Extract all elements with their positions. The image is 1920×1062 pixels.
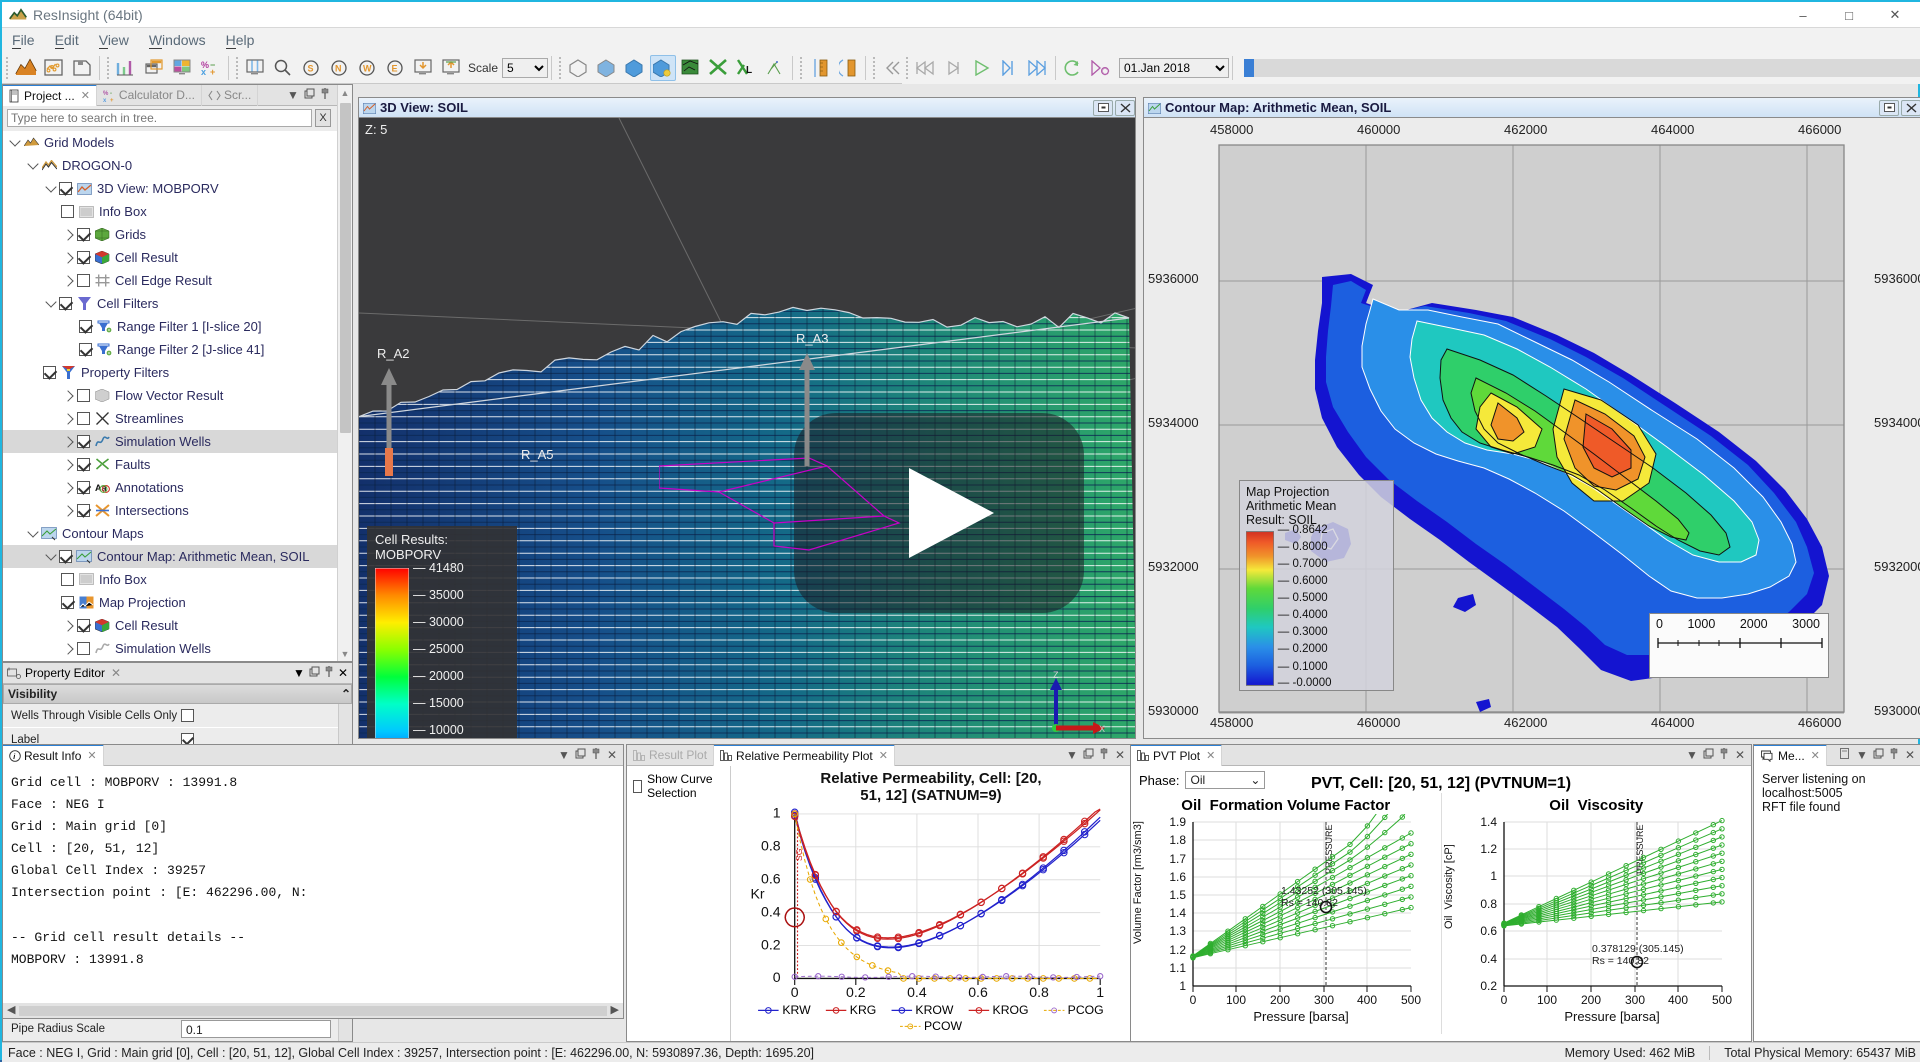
svg-text:1.4: 1.4 <box>1480 815 1497 829</box>
svg-text:0.8: 0.8 <box>1029 984 1049 1000</box>
svg-text:x: x <box>103 98 107 102</box>
svg-text:-: - <box>110 91 112 97</box>
svg-text:1.43252 (305.145): 1.43252 (305.145) <box>1281 885 1367 897</box>
svg-text:1.4: 1.4 <box>1169 906 1186 920</box>
svg-text:Rs = 140.82: Rs = 140.82 <box>1281 897 1338 909</box>
svg-text:1.3: 1.3 <box>1169 924 1186 938</box>
svg-text:0.6: 0.6 <box>761 871 781 887</box>
svg-text:400: 400 <box>1667 993 1687 1007</box>
svg-text:1.2: 1.2 <box>1480 842 1497 856</box>
svg-text:W: W <box>363 63 372 73</box>
svg-text:500: 500 <box>1711 993 1731 1007</box>
svg-text:1.7: 1.7 <box>1169 852 1186 866</box>
svg-text:i: i <box>13 754 16 761</box>
svg-text:0.6: 0.6 <box>968 984 988 1000</box>
svg-text:1.5: 1.5 <box>1169 888 1186 902</box>
svg-text:0.2: 0.2 <box>1480 979 1497 993</box>
svg-text:S: S <box>308 63 314 73</box>
svg-text:X: X <box>1099 724 1105 734</box>
svg-text:500: 500 <box>1401 993 1421 1007</box>
svg-text:1.2: 1.2 <box>1169 943 1186 957</box>
svg-text:Rs = 140.82: Rs = 140.82 <box>1592 955 1649 967</box>
svg-text:SG: SG <box>794 849 804 861</box>
svg-text:1: 1 <box>1179 979 1186 993</box>
svg-text:1: 1 <box>773 805 781 821</box>
svg-text:1.1: 1.1 <box>1169 961 1186 975</box>
svg-text:+: + <box>110 98 114 102</box>
svg-text:1.8: 1.8 <box>1169 833 1186 847</box>
svg-text:1.9: 1.9 <box>1169 815 1186 829</box>
svg-text:0.4: 0.4 <box>1480 952 1497 966</box>
svg-text:Pressure [barsa]: Pressure [barsa] <box>1564 1009 1659 1024</box>
svg-text:+: + <box>210 67 215 77</box>
svg-text:400: 400 <box>1357 993 1377 1007</box>
svg-text:0.8: 0.8 <box>761 838 781 854</box>
svg-text:0: 0 <box>1190 993 1197 1007</box>
svg-text:%: % <box>103 91 109 97</box>
svg-text:100: 100 <box>1536 993 1556 1007</box>
svg-text:0.4: 0.4 <box>761 903 781 919</box>
svg-text:Pressure [barsa]: Pressure [barsa] <box>1253 1009 1348 1024</box>
svg-text:E: E <box>392 63 398 73</box>
svg-text:0.4: 0.4 <box>907 984 927 1000</box>
svg-text:0.6: 0.6 <box>1480 924 1497 938</box>
svg-text:x: x <box>201 67 206 77</box>
svg-text:Kr: Kr <box>751 886 765 902</box>
svg-text:0.378129 (305.145): 0.378129 (305.145) <box>1592 943 1684 955</box>
svg-text:100: 100 <box>1226 993 1246 1007</box>
svg-text:300: 300 <box>1624 993 1644 1007</box>
svg-text:N: N <box>335 63 342 73</box>
svg-text:200: 200 <box>1580 993 1600 1007</box>
svg-text:0: 0 <box>1500 993 1507 1007</box>
svg-text:0.2: 0.2 <box>761 936 781 952</box>
svg-text:1.6: 1.6 <box>1169 870 1186 884</box>
svg-text:PRESSURE: PRESSURE <box>1635 824 1645 874</box>
svg-text:1: 1 <box>1096 984 1104 1000</box>
svg-text:0.2: 0.2 <box>846 984 866 1000</box>
svg-text:1: 1 <box>1490 869 1497 883</box>
svg-text:0: 0 <box>791 984 799 1000</box>
svg-text:0.8: 0.8 <box>1480 897 1497 911</box>
svg-text:Oil Viscosity [cP]: Oil Viscosity [cP] <box>1443 844 1455 929</box>
svg-text:L: L <box>746 65 752 76</box>
svg-text:0: 0 <box>773 969 781 985</box>
svg-text:300: 300 <box>1314 993 1334 1007</box>
svg-text:Volume Factor [rm3/sm3]: Volume Factor [rm3/sm3] <box>1132 821 1144 944</box>
svg-text:200: 200 <box>1270 993 1290 1007</box>
